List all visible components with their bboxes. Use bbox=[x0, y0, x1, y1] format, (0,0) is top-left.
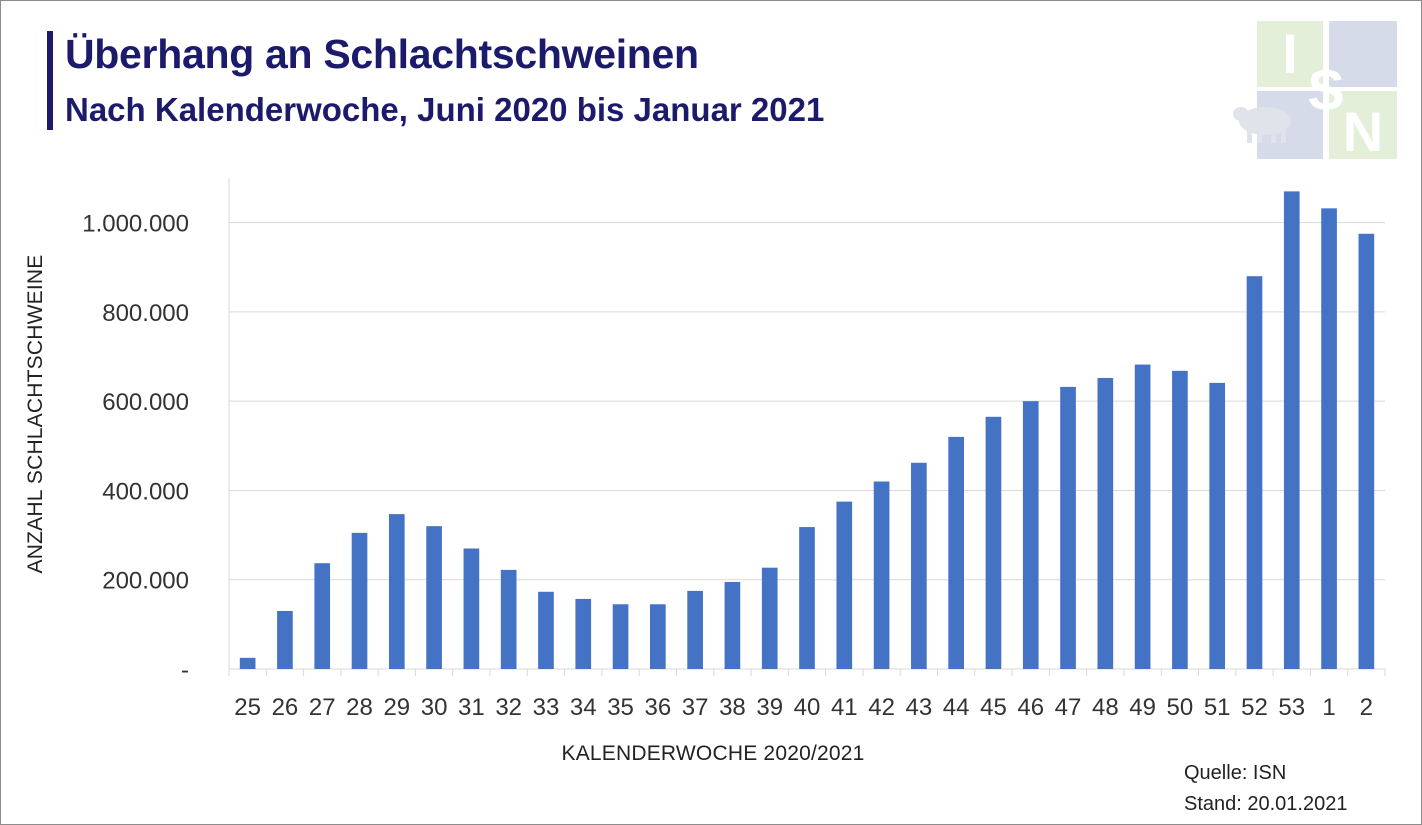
bar-kw-25 bbox=[239, 657, 256, 669]
bar-kw-37 bbox=[687, 590, 703, 669]
x-tick-label: 35 bbox=[607, 694, 634, 721]
bar-kw-1 bbox=[1321, 208, 1337, 669]
x-tick-label: 2 bbox=[1360, 694, 1373, 721]
x-tick-label: 31 bbox=[458, 694, 485, 721]
bar-kw-47 bbox=[1060, 386, 1076, 669]
x-tick-label: 29 bbox=[383, 694, 410, 721]
bar-kw-28 bbox=[351, 532, 368, 669]
x-tick-label: 45 bbox=[980, 694, 1007, 721]
logo-letter-n: N bbox=[1343, 100, 1383, 161]
bar-kw-42 bbox=[873, 481, 890, 669]
x-tick-label: 49 bbox=[1129, 694, 1156, 721]
bar-kw-40 bbox=[799, 527, 815, 669]
bar-kw-39 bbox=[761, 567, 778, 669]
x-tick-label: 25 bbox=[234, 694, 261, 721]
x-tick-label: 32 bbox=[495, 694, 522, 721]
x-axis-ticks: 25 26 27 28 29 30 31 32 33 34 35 36 37 38 39 40 41 42 43 44… bbox=[234, 694, 1373, 721]
x-tick-label: 37 bbox=[682, 694, 709, 721]
bar-kw-34 bbox=[575, 598, 592, 669]
bar-kw-38 bbox=[724, 581, 741, 669]
bar-kw-44 bbox=[948, 436, 964, 669]
logo-tile-blue-top bbox=[1329, 21, 1397, 87]
chart-subtitle: Nach Kalenderwoche, Juni 2020 bis Januar… bbox=[65, 91, 825, 128]
x-tick-label: 28 bbox=[346, 694, 373, 721]
x-tick-label: 42 bbox=[868, 694, 895, 721]
bar-kw-41 bbox=[836, 501, 853, 669]
x-tick-label: 48 bbox=[1092, 694, 1119, 721]
bar-kw-36 bbox=[650, 604, 666, 669]
y-tick-label: 600.000 bbox=[102, 389, 189, 416]
x-tick-label: 47 bbox=[1055, 694, 1082, 721]
bars bbox=[239, 191, 1375, 669]
x-tick-label: 26 bbox=[272, 694, 299, 721]
bar-kw-43 bbox=[911, 462, 927, 669]
bar-kw-46 bbox=[1022, 401, 1039, 669]
x-axis-title: KALENDERWOCHE 2020/2021 bbox=[561, 742, 864, 765]
y-tick-label: 200.000 bbox=[102, 568, 189, 595]
bar-kw-29 bbox=[388, 514, 405, 669]
bar-kw-30 bbox=[426, 526, 442, 669]
bar-kw-32 bbox=[500, 569, 517, 669]
x-tick-label: 33 bbox=[533, 694, 560, 721]
bar-kw-53 bbox=[1283, 191, 1300, 669]
y-tick-label: 400.000 bbox=[102, 478, 189, 505]
bar-kw-51 bbox=[1209, 382, 1226, 669]
bar-kw-26 bbox=[277, 610, 293, 669]
x-tick-label: 1 bbox=[1322, 694, 1335, 721]
stand-date-line: Stand: 20.01.2021 bbox=[1184, 793, 1348, 815]
y-tick-label: 1.000.000 bbox=[82, 211, 189, 238]
x-tick-label: 46 bbox=[1017, 694, 1044, 721]
x-tick-label: 38 bbox=[719, 694, 746, 721]
logo-tile-green-bottom bbox=[1329, 91, 1397, 159]
x-tick-label: 52 bbox=[1241, 694, 1268, 721]
bar-kw-33 bbox=[538, 591, 554, 669]
x-tick-label: 34 bbox=[570, 694, 597, 721]
logo-letter-s: S bbox=[1307, 58, 1344, 121]
y-tick-label: 800.000 bbox=[102, 300, 189, 327]
x-tick-label: 39 bbox=[756, 694, 783, 721]
y-tick-label: - bbox=[181, 657, 189, 684]
x-tick-label: 40 bbox=[794, 694, 821, 721]
x-tick-label: 27 bbox=[309, 694, 336, 721]
y-axis-title: ANZAHL SCHLACHTSCHWEINE bbox=[24, 255, 47, 574]
bar-kw-52 bbox=[1246, 276, 1263, 669]
bar-kw-50 bbox=[1172, 370, 1188, 669]
x-tick-label: 44 bbox=[943, 694, 970, 721]
pig-icon bbox=[1233, 107, 1291, 143]
x-tick-label: 51 bbox=[1204, 694, 1231, 721]
x-tick-label: 50 bbox=[1167, 694, 1194, 721]
bar-kw-2 bbox=[1358, 233, 1375, 669]
chart-title: Überhang an Schlachtschweinen bbox=[65, 31, 699, 77]
isn-logo: I S N bbox=[1233, 21, 1397, 161]
source-note: Quelle: ISN Stand: 20.01.2021 bbox=[1184, 758, 1347, 820]
bar-kw-49 bbox=[1134, 364, 1151, 669]
y-axis-ticks: - 200.000 400.000 600.000 800.000 1.000.000 bbox=[82, 211, 189, 684]
title-accent-bar bbox=[47, 31, 53, 130]
bar-kw-31 bbox=[463, 548, 480, 669]
bar-kw-48 bbox=[1097, 377, 1114, 669]
logo-letter-i: I bbox=[1282, 22, 1298, 85]
x-tick-label: 41 bbox=[831, 694, 858, 721]
x-tick-label: 43 bbox=[906, 694, 933, 721]
bar-kw-45 bbox=[985, 416, 1002, 669]
x-tick-label: 53 bbox=[1278, 694, 1305, 721]
logo-tile-green-top bbox=[1257, 21, 1323, 87]
x-tick-label: 36 bbox=[644, 694, 671, 721]
bar-kw-27 bbox=[314, 563, 331, 669]
x-tick-label: 30 bbox=[421, 694, 448, 721]
source-line: Quelle: ISN bbox=[1184, 762, 1287, 784]
bar-kw-35 bbox=[612, 604, 629, 669]
